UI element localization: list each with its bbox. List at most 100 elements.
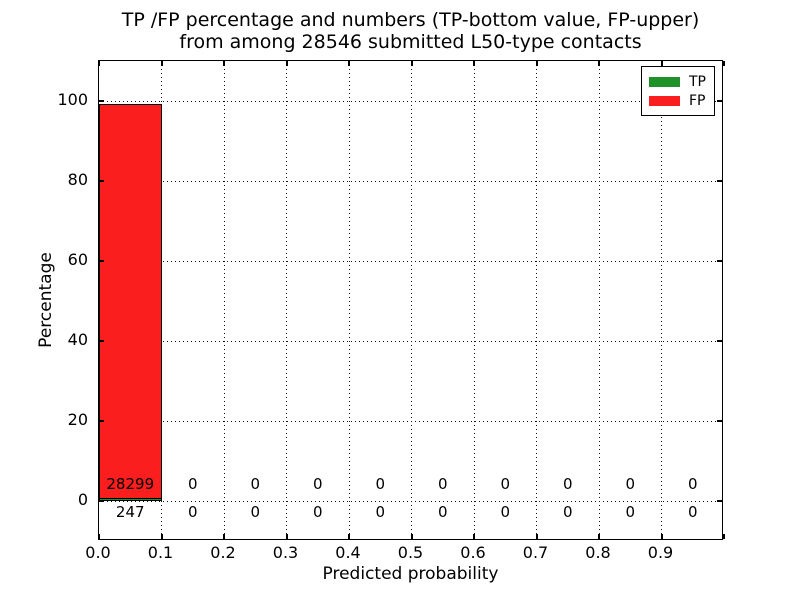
fp-count-label: 0 (375, 475, 386, 493)
y-tick-right (717, 100, 722, 102)
y-gridline (99, 420, 722, 422)
y-tick-left (99, 180, 104, 182)
fp-count-label: 0 (187, 475, 198, 493)
chart-title-line1: TP /FP percentage and numbers (TP-bottom… (121, 9, 700, 31)
x-gridline (536, 61, 537, 539)
fp-count-label: 0 (687, 475, 698, 493)
x-tick-top (348, 61, 350, 66)
fp-count-label: 0 (437, 475, 448, 493)
x-tick-label: 0.6 (460, 543, 486, 562)
x-tick-label: 0.4 (335, 543, 361, 562)
x-tick-top (723, 61, 725, 66)
y-tick-left (99, 340, 104, 342)
fp-count-label: 0 (625, 475, 636, 493)
y-tick-right (717, 500, 722, 502)
x-gridline (411, 61, 412, 539)
tp-swatch-icon (649, 76, 680, 87)
x-tick-top (410, 61, 413, 66)
tp-count-label: 0 (250, 503, 261, 521)
y-gridline (99, 180, 722, 182)
x-gridline (286, 61, 287, 539)
x-tick-bottom (473, 534, 475, 539)
x-tick-bottom (660, 534, 663, 539)
fp-bar (99, 104, 162, 501)
y-tick-left (99, 420, 104, 422)
y-tick-label: 80 (67, 170, 88, 189)
x-tick-top (598, 61, 600, 66)
x-tick-label: 0.2 (210, 543, 236, 562)
fp-count-label: 28299 (106, 475, 155, 493)
fp-count-label: 0 (250, 475, 261, 493)
x-tick-bottom (98, 534, 100, 539)
y-gridline (99, 100, 722, 102)
chart-title-line2: from among 28546 submitted L50-type cont… (179, 31, 642, 53)
x-tick-label: 0.7 (522, 543, 549, 562)
x-tick-top (473, 61, 475, 66)
fp-legend-label: FP (689, 92, 706, 109)
plot-area: TP FP 28299 0 0 0 0 0 0 0 0 0 247 0 0 0 0 0 0 0 0 0 (98, 60, 725, 540)
fp-count-label: 0 (312, 475, 323, 493)
legend: TP FP (641, 66, 715, 116)
x-tick-top (535, 61, 538, 66)
x-gridline (161, 61, 162, 539)
y-tick-label: 60 (67, 250, 88, 269)
tp-count-label: 0 (562, 503, 573, 521)
y-tick-right (717, 340, 722, 342)
y-tick-label: 100 (57, 90, 88, 109)
y-tick-left (99, 100, 104, 102)
tp-count-label: 0 (625, 503, 636, 521)
y-tick-right (717, 180, 722, 182)
chart-title: TP /FP percentage and numbers (TP-bottom… (98, 9, 723, 53)
tp-count-label: 0 (500, 503, 511, 521)
tp-count-label: 0 (187, 503, 198, 521)
y-tick-right (717, 420, 722, 422)
x-tick-top (223, 61, 225, 66)
y-tick-label: 20 (67, 410, 88, 429)
x-tick-label: 0.8 (585, 543, 611, 562)
y-tick-label: 0 (77, 490, 88, 509)
y-tick-left (99, 260, 104, 262)
x-gridline (223, 61, 225, 539)
y-gridline (99, 500, 722, 502)
tp-count-label: 0 (687, 503, 698, 521)
tp-count-label: 247 (115, 503, 145, 521)
x-tick-label: 0.0 (85, 543, 111, 562)
x-tick-top (160, 61, 163, 66)
x-tick-bottom (535, 534, 538, 539)
x-tick-bottom (160, 534, 163, 539)
y-tick-left (99, 500, 104, 502)
fp-swatch-icon (649, 95, 680, 106)
x-gridline (473, 61, 475, 539)
tp-count-label: 0 (375, 503, 386, 521)
fp-count-label: 0 (562, 475, 573, 493)
x-tick-bottom (285, 534, 288, 539)
x-tick-bottom (223, 534, 225, 539)
x-tick-label: 0.3 (272, 543, 299, 562)
fp-count-label: 0 (500, 475, 511, 493)
legend-entry-fp: FP (649, 91, 706, 110)
x-tick-top (660, 61, 663, 66)
x-gridline (661, 61, 662, 539)
y-gridline (99, 260, 722, 262)
tp-count-label: 0 (312, 503, 323, 521)
x-tick-label: 0.1 (147, 543, 174, 562)
x-tick-label: 0.9 (647, 543, 674, 562)
tp-bar (99, 497, 162, 501)
y-gridline (99, 340, 722, 342)
x-tick-bottom (723, 534, 725, 539)
x-tick-label: 0.5 (397, 543, 424, 562)
x-tick-bottom (410, 534, 413, 539)
legend-entry-tp: TP (649, 72, 706, 91)
tp-legend-label: TP (689, 73, 706, 90)
x-tick-bottom (598, 534, 600, 539)
x-tick-top (285, 61, 288, 66)
x-tick-top (98, 61, 100, 66)
x-gridline (348, 61, 350, 539)
x-gridline (598, 61, 600, 539)
x-axis-label: Predicted probability (322, 564, 499, 584)
x-tick-bottom (348, 534, 350, 539)
tp-count-label: 0 (437, 503, 448, 521)
y-tick-label: 40 (67, 330, 88, 349)
y-tick-right (717, 260, 722, 262)
